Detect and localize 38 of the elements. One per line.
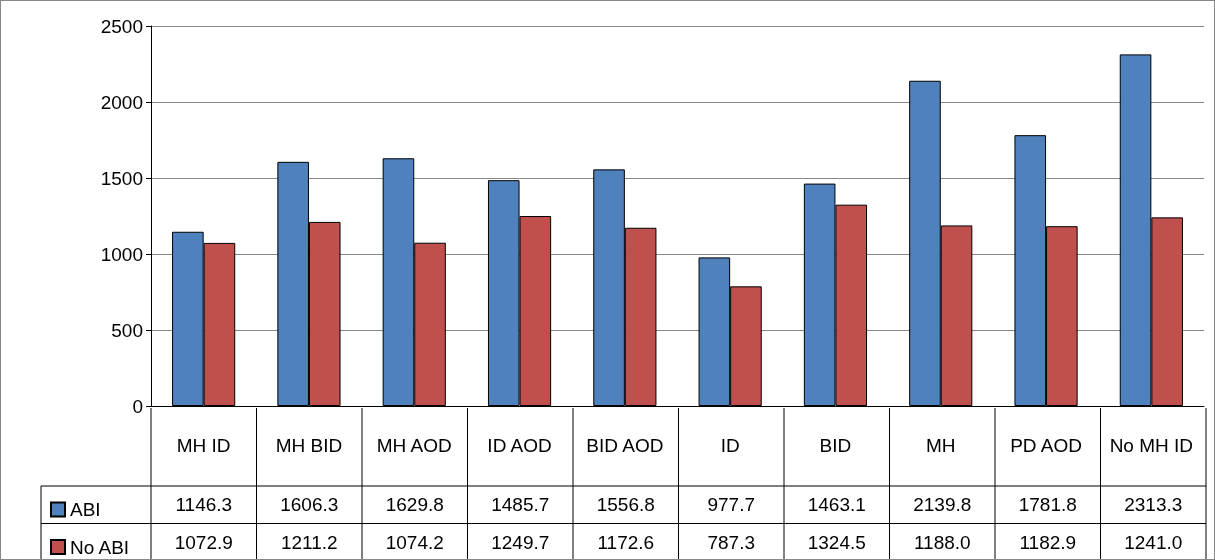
data-label: 1172.6: [597, 531, 655, 553]
y-tick-label: 500: [111, 319, 143, 341]
y-tick-label: 1500: [100, 167, 143, 189]
x-tick-label: MH ID: [176, 434, 231, 456]
data-label: 2313.3: [1124, 494, 1183, 516]
x-tick-label: BID: [819, 434, 852, 456]
data-label: 1074.2: [385, 531, 444, 553]
data-label: 1556.8: [596, 494, 655, 516]
data-label: 1629.8: [385, 494, 444, 516]
data-label: 1249.7: [491, 531, 550, 553]
data-label: 1781.8: [1018, 494, 1077, 516]
data-label: 1606.3: [280, 494, 339, 516]
x-tick-label: BID AOD: [586, 434, 664, 456]
data-label: 1188.0: [913, 531, 971, 553]
y-tick-label: 1000: [100, 243, 143, 265]
x-tick-label: MH AOD: [376, 434, 452, 456]
data-label: 1324.5: [807, 531, 866, 553]
x-tick-label: ID: [720, 434, 740, 456]
data-label: 787.3: [707, 531, 756, 553]
y-tick-label: 2500: [100, 15, 143, 37]
legend-label: ABI: [70, 499, 101, 520]
x-tick-label: MH BID: [275, 434, 343, 456]
x-tick-label: MH: [925, 434, 956, 456]
data-label: 1146.3: [175, 494, 233, 516]
data-label: 1485.7: [491, 494, 550, 516]
data-label: 1072.9: [174, 531, 233, 553]
data-label: 1241.0: [1124, 531, 1183, 553]
data-label: 1182.9: [1019, 531, 1077, 553]
x-tick-label: No MH ID: [1109, 434, 1194, 456]
legend-label: No ABI: [70, 536, 130, 558]
x-tick-label: ID AOD: [487, 434, 552, 456]
data-label: 977.7: [707, 494, 756, 516]
x-tick-label: PD AOD: [1010, 434, 1082, 456]
data-label: 2139.8: [913, 494, 972, 516]
y-tick-label: 0: [132, 395, 143, 417]
data-label: 1211.2: [280, 531, 338, 553]
y-tick-label: 2000: [100, 91, 143, 113]
data-label: 1463.1: [807, 494, 866, 516]
